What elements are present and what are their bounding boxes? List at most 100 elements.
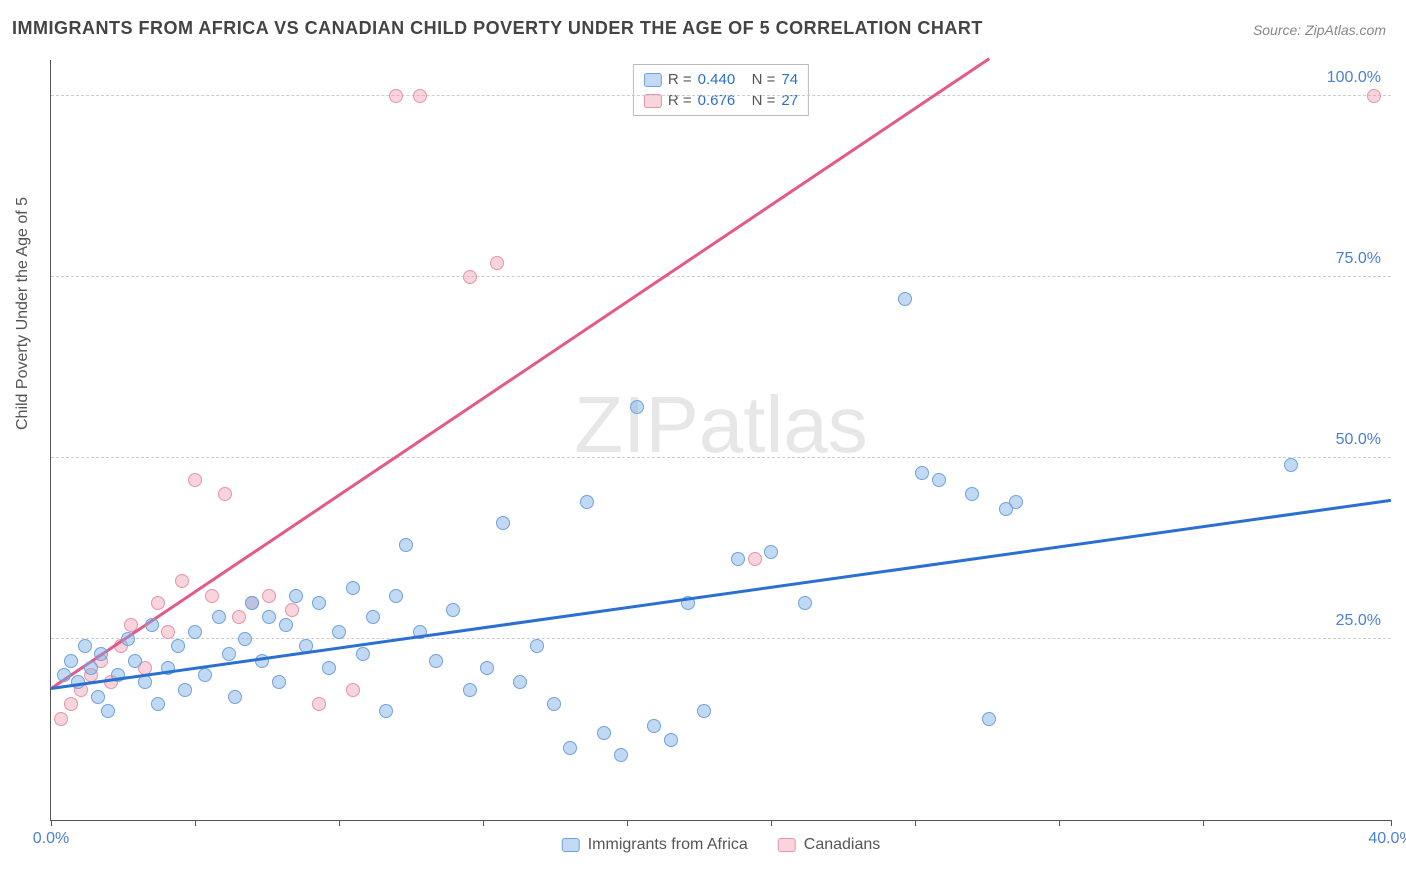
data-point-blue [94,647,108,661]
data-point-blue [463,683,477,697]
data-point-blue [697,704,711,718]
data-point-pink [285,603,299,617]
data-point-blue [647,719,661,733]
data-point-blue [932,473,946,487]
data-point-blue [332,625,346,639]
data-point-blue [563,741,577,755]
data-point-pink [312,697,326,711]
chart-title: IMMIGRANTS FROM AFRICA VS CANADIAN CHILD… [12,18,983,39]
data-point-blue [446,603,460,617]
legend-label-blue: Immigrants from Africa [588,836,748,854]
x-tick [915,820,916,826]
data-point-blue [379,704,393,718]
data-point-blue [915,466,929,480]
legend-item-pink: Canadians [778,836,881,854]
data-point-blue [121,632,135,646]
data-point-blue [399,538,413,552]
source-value: ZipAtlas.com [1305,22,1386,38]
data-point-pink [346,683,360,697]
source-label: Source: [1253,22,1301,38]
data-point-blue [78,639,92,653]
data-point-pink [54,712,68,726]
data-point-pink [218,487,232,501]
data-point-blue [64,654,78,668]
data-point-blue [798,596,812,610]
data-point-blue [279,618,293,632]
y-axis-label: Child Poverty Under the Age of 5 [14,197,32,430]
legend-label-pink: Canadians [804,836,881,854]
swatch-blue-icon [562,838,580,852]
data-point-blue [389,589,403,603]
gridline [51,457,1391,458]
data-point-blue [496,516,510,530]
data-point-blue [171,639,185,653]
x-tick-label: 40.0% [1368,830,1406,848]
data-point-blue [513,675,527,689]
data-point-blue [664,733,678,747]
trendline-pink [50,58,989,690]
data-point-blue [898,292,912,306]
y-tick-label: 75.0% [1336,250,1381,268]
series-legend: Immigrants from Africa Canadians [562,836,881,854]
data-point-blue [366,610,380,624]
data-point-blue [429,654,443,668]
x-tick [51,820,52,826]
data-point-blue [356,647,370,661]
data-point-blue [238,632,252,646]
y-tick-label: 100.0% [1327,69,1381,87]
x-tick [483,820,484,826]
data-point-blue [272,675,286,689]
data-point-blue [212,610,226,624]
plot-area: ZIPatlas R = 0.440 N = 74 R = 0.676 N = … [50,60,1391,821]
data-point-blue [982,712,996,726]
data-point-blue [57,668,71,682]
legend-row-pink: R = 0.676 N = 27 [644,90,798,111]
data-point-pink [232,610,246,624]
data-point-blue [188,625,202,639]
gridline [51,95,1391,96]
data-point-blue [101,704,115,718]
data-point-pink [205,589,219,603]
data-point-blue [128,654,142,668]
data-point-blue [346,581,360,595]
data-point-pink [175,574,189,588]
n-label: N = [752,71,776,88]
data-point-blue [262,610,276,624]
data-point-blue [312,596,326,610]
data-point-pink [64,697,78,711]
data-point-pink [188,473,202,487]
n-value-blue: 74 [781,71,798,88]
data-point-blue [580,495,594,509]
x-tick [1059,820,1060,826]
data-point-blue [228,690,242,704]
data-point-blue [614,748,628,762]
legend-row-blue: R = 0.440 N = 74 [644,69,798,90]
data-point-pink [262,589,276,603]
swatch-blue-icon [644,73,662,87]
data-point-pink [413,89,427,103]
y-tick-label: 50.0% [1336,431,1381,449]
data-point-pink [1367,89,1381,103]
data-point-blue [630,400,644,414]
x-tick [339,820,340,826]
data-point-pink [151,596,165,610]
data-point-blue [91,690,105,704]
data-point-blue [289,589,303,603]
data-point-blue [547,697,561,711]
x-tick [771,820,772,826]
data-point-pink [161,625,175,639]
x-tick [1203,820,1204,826]
data-point-blue [138,675,152,689]
data-point-blue [84,661,98,675]
data-point-blue [151,697,165,711]
data-point-blue [480,661,494,675]
data-point-blue [178,683,192,697]
data-point-blue [245,596,259,610]
swatch-pink-icon [778,838,796,852]
data-point-blue [322,661,336,675]
y-tick-label: 25.0% [1336,612,1381,630]
data-point-blue [764,545,778,559]
data-point-blue [965,487,979,501]
data-point-blue [222,647,236,661]
gridline [51,276,1391,277]
